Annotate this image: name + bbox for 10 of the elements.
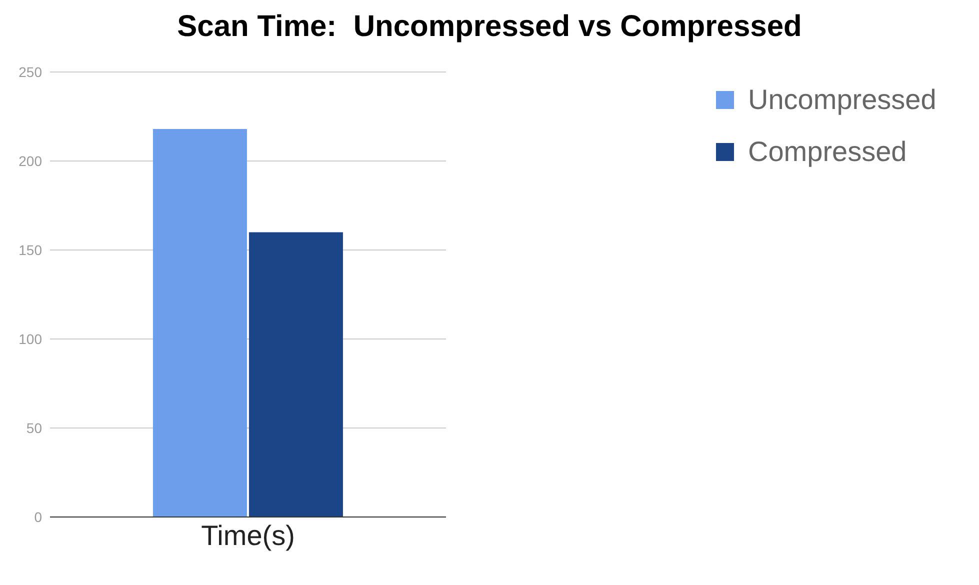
y-tick-label: 150 [18,242,42,258]
y-tick-label: 200 [18,152,42,169]
y-tick-label: 0 [34,508,42,525]
y-tick-label: 100 [18,330,42,347]
y-tick-label: 250 [18,64,42,80]
legend-label: Uncompressed [748,83,936,117]
legend-label: Compressed [748,135,907,169]
y-tick-label: 50 [26,420,42,436]
chart-title: Scan Time: Uncompressed vs Compressed [176,10,803,44]
x-tick-label: Time(s) [201,520,295,551]
